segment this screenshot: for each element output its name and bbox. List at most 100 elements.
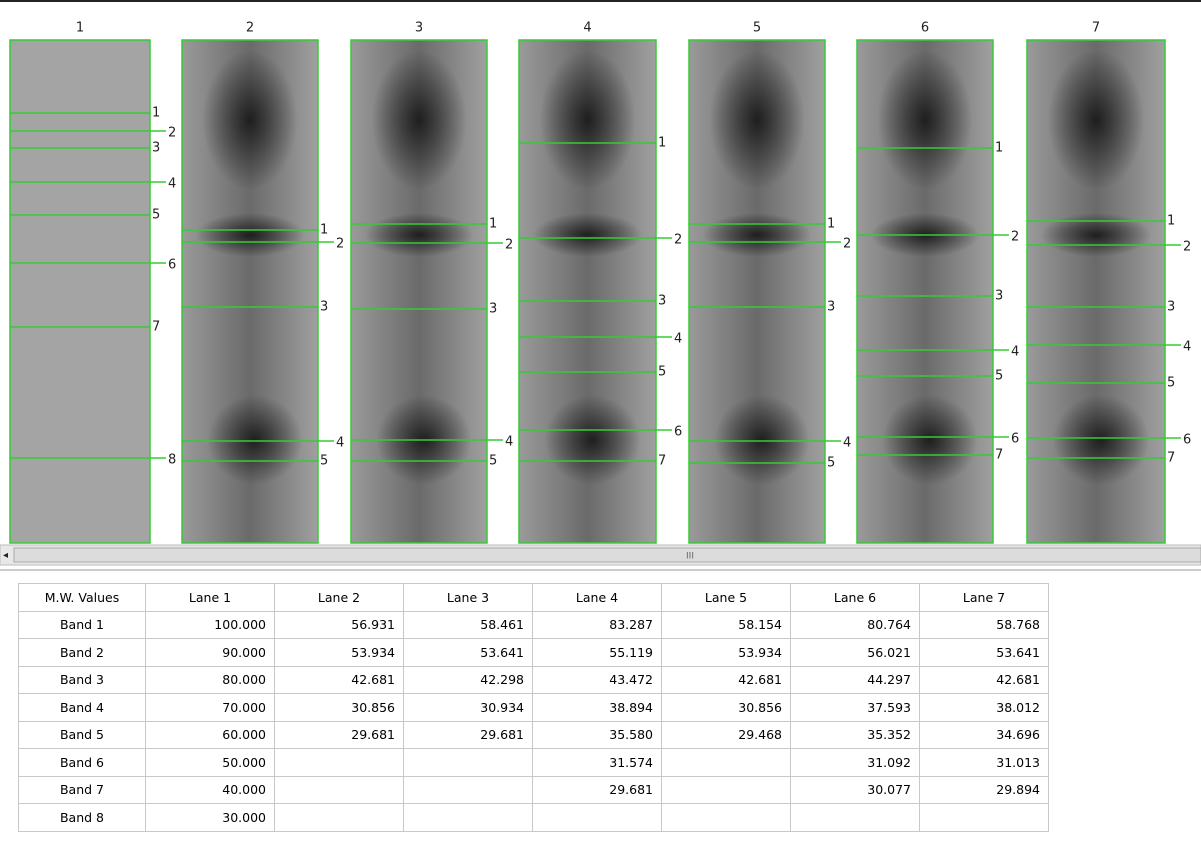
value-cell: 30.856 [275, 694, 404, 722]
value-cell: 29.681 [275, 721, 404, 749]
band-number: 4 [168, 177, 176, 192]
value-cell: 35.580 [533, 721, 662, 749]
band-number: 5 [320, 454, 328, 469]
scroll-left-arrow[interactable]: ◂ [3, 550, 8, 561]
gel-view: ◂ III 1123456782123453123454123456751234… [0, 0, 1201, 575]
band-number: 4 [505, 435, 513, 450]
value-cell: 60.000 [146, 721, 275, 749]
band-number: 6 [674, 425, 682, 440]
lane-image [10, 40, 150, 543]
empty-cell [275, 804, 404, 832]
band-number: 7 [152, 320, 160, 335]
band-number: 6 [1011, 432, 1019, 447]
value-cell: 35.352 [791, 721, 920, 749]
band-number: 7 [1167, 451, 1175, 466]
header-cell: Lane 1 [146, 584, 275, 612]
empty-cell [404, 749, 533, 777]
value-cell: 30.856 [662, 694, 791, 722]
value-cell: 55.119 [533, 639, 662, 667]
header-cell: Lane 2 [275, 584, 404, 612]
empty-cell [533, 804, 662, 832]
value-cell: 42.681 [662, 666, 791, 694]
lane-number: 4 [583, 21, 591, 36]
smear [207, 395, 302, 485]
value-cell: 29.894 [920, 776, 1049, 804]
row-header: Band 1 [19, 611, 146, 639]
value-cell: 38.894 [533, 694, 662, 722]
header-cell: Lane 6 [791, 584, 920, 612]
band-number: 2 [505, 238, 513, 253]
value-cell: 83.287 [533, 611, 662, 639]
header-cell: Lane 5 [662, 584, 791, 612]
smear [371, 50, 466, 190]
smear [545, 395, 641, 485]
smear [882, 395, 977, 485]
empty-cell [404, 804, 533, 832]
value-cell: 58.461 [404, 611, 533, 639]
scroll-thumb[interactable] [14, 548, 1201, 562]
value-cell: 31.574 [533, 749, 662, 777]
value-cell: 56.021 [791, 639, 920, 667]
value-cell: 44.297 [791, 666, 920, 694]
band-number: 4 [843, 436, 851, 451]
band-number: 1 [827, 217, 835, 232]
header-cell: Lane 4 [533, 584, 662, 612]
lane-number: 5 [753, 21, 761, 36]
band-number: 5 [658, 365, 666, 380]
smear [1041, 213, 1151, 257]
band-number: 5 [152, 208, 160, 223]
band-number: 3 [827, 300, 835, 315]
band-number: 5 [995, 369, 1003, 384]
band-number: 5 [1167, 376, 1175, 391]
smear [877, 50, 972, 190]
value-cell: 42.681 [920, 666, 1049, 694]
band-number: 3 [152, 141, 160, 156]
row-header: Band 5 [19, 721, 146, 749]
band-number: 1 [152, 106, 160, 121]
empty-cell [275, 749, 404, 777]
row-header: Band 8 [19, 804, 146, 832]
page: ◂ III 1123456782123453123454123456751234… [0, 0, 1201, 861]
header-cell: M.W. Values [19, 584, 146, 612]
band-number: 4 [674, 332, 682, 347]
empty-cell [662, 749, 791, 777]
value-cell: 38.012 [920, 694, 1049, 722]
band-number: 3 [658, 294, 666, 309]
value-cell: 80.764 [791, 611, 920, 639]
band-number: 6 [168, 258, 176, 273]
smear [202, 50, 297, 190]
band-number: 2 [843, 237, 851, 252]
table-row: Band 470.00030.85630.93438.89430.85637.5… [19, 694, 1049, 722]
value-cell: 58.768 [920, 611, 1049, 639]
band-number: 2 [1011, 230, 1019, 245]
smear [533, 213, 643, 257]
value-cell: 34.696 [920, 721, 1049, 749]
value-cell: 42.298 [404, 666, 533, 694]
smear [703, 213, 812, 257]
row-header: Band 2 [19, 639, 146, 667]
empty-cell [662, 804, 791, 832]
value-cell: 31.013 [920, 749, 1049, 777]
smear [714, 395, 809, 485]
lane-number: 1 [76, 21, 84, 36]
band-number: 2 [336, 237, 344, 252]
value-cell: 50.000 [146, 749, 275, 777]
value-cell: 56.931 [275, 611, 404, 639]
band-number: 3 [995, 289, 1003, 304]
value-cell: 42.681 [275, 666, 404, 694]
band-number: 3 [489, 302, 497, 317]
band-number: 7 [658, 454, 666, 469]
lane-number: 7 [1092, 21, 1100, 36]
band-number: 1 [658, 136, 666, 151]
empty-cell [275, 776, 404, 804]
value-cell: 53.641 [920, 639, 1049, 667]
empty-cell [920, 804, 1049, 832]
value-cell: 30.934 [404, 694, 533, 722]
band-number: 1 [1167, 214, 1175, 229]
